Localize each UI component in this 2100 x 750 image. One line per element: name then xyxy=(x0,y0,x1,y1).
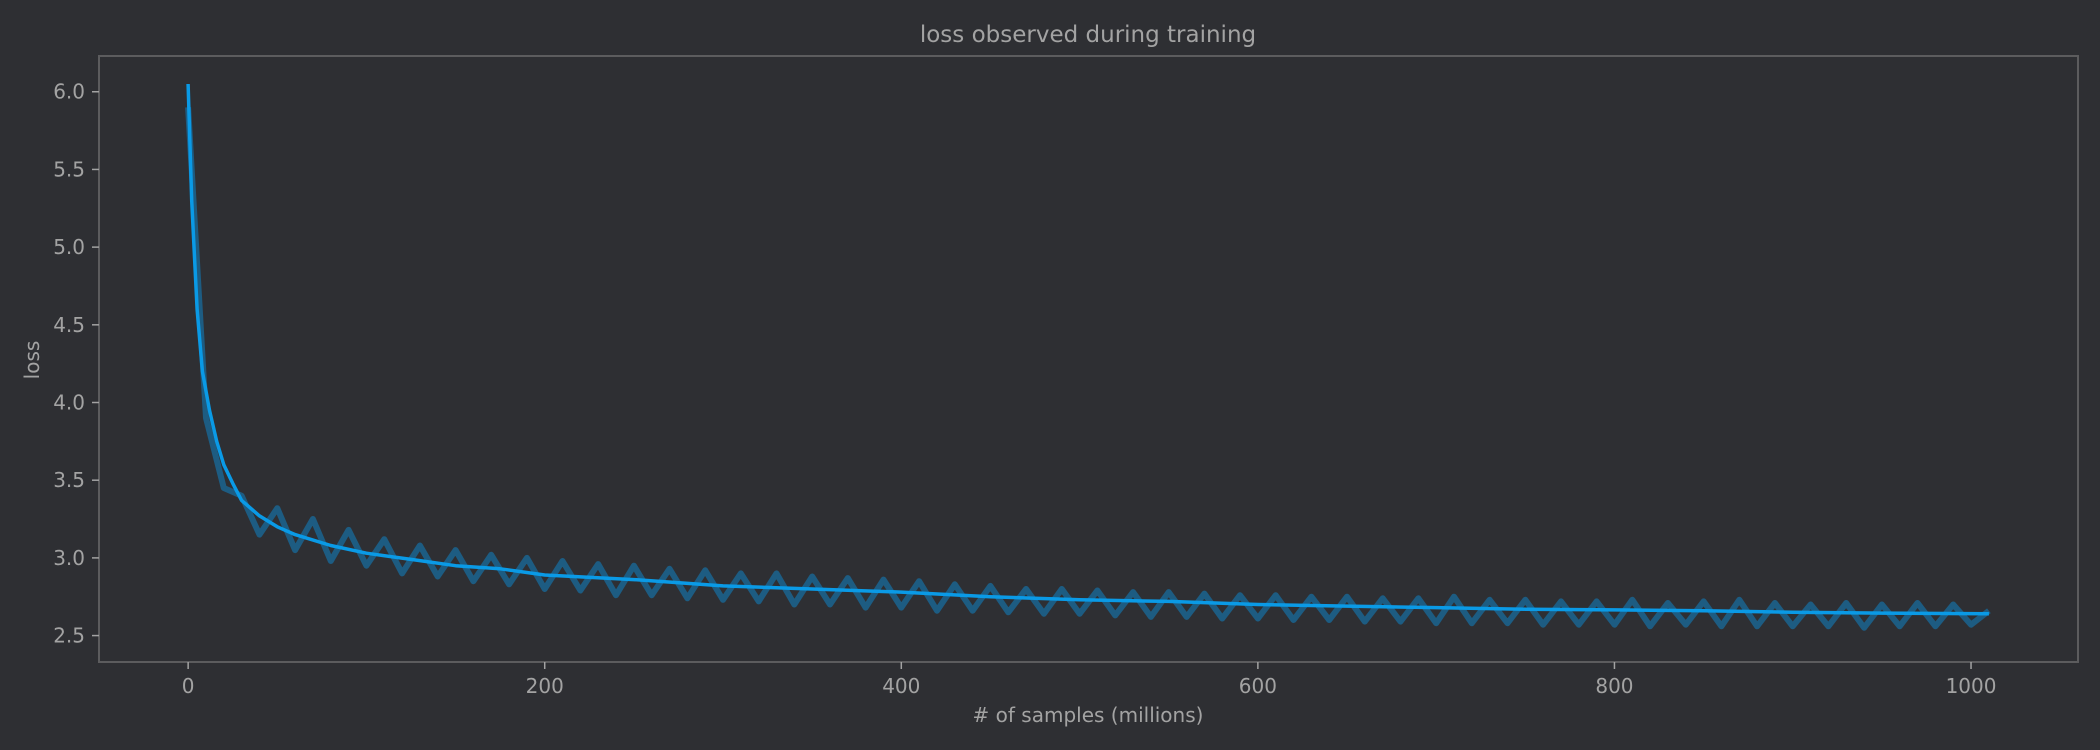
y-tick-label: 5.0 xyxy=(53,235,85,259)
x-tick-label: 1000 xyxy=(1946,674,1997,698)
x-tick-label: 600 xyxy=(1239,674,1277,698)
x-tick-label: 400 xyxy=(882,674,920,698)
y-tick-label: 4.0 xyxy=(53,391,85,415)
y-tick-label: 3.5 xyxy=(53,468,85,492)
y-tick-label: 6.0 xyxy=(53,80,85,104)
y-tick-label: 4.5 xyxy=(53,313,85,337)
y-tick-label: 2.5 xyxy=(53,624,85,648)
x-tick-label: 200 xyxy=(526,674,564,698)
x-tick-label: 800 xyxy=(1595,674,1633,698)
smoothed-loss-series xyxy=(186,83,1989,616)
y-axis-label: loss xyxy=(20,341,44,380)
raw-loss-series xyxy=(185,107,1991,631)
axes-frame xyxy=(98,55,2079,663)
x-tick-label: 0 xyxy=(182,674,195,698)
chart-title: loss observed during training xyxy=(920,22,1256,48)
y-tick-label: 5.5 xyxy=(53,157,85,181)
x-axis: 0 200 400 600 800 1000 xyxy=(182,662,1997,698)
plot-area xyxy=(185,83,1991,631)
y-tick-label: 3.0 xyxy=(53,546,85,570)
y-axis: 2.5 3.0 3.5 4.0 4.5 5.0 5.5 6.0 xyxy=(53,80,99,648)
x-axis-label: # of samples (millions) xyxy=(973,703,1204,727)
